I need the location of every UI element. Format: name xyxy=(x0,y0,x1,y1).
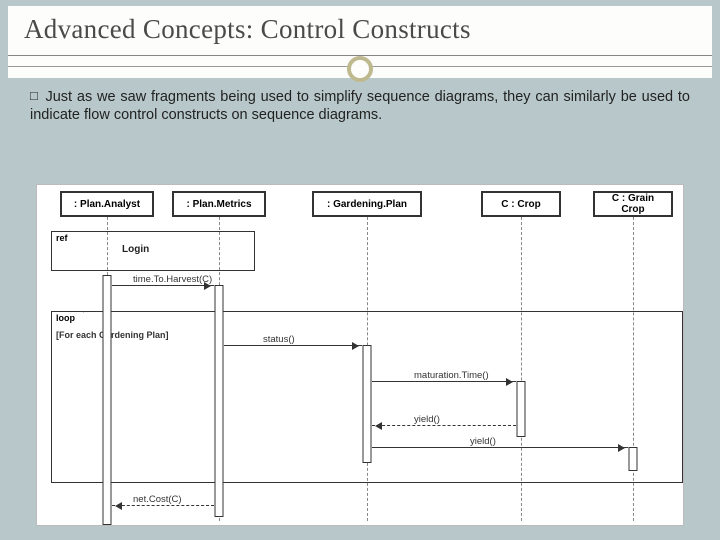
participant-p2: : Plan.Metrics xyxy=(172,191,266,217)
activation-p2 xyxy=(215,285,224,517)
fragment-label: Login xyxy=(122,244,149,255)
message: yield() xyxy=(372,447,628,448)
message-label: yield() xyxy=(414,414,440,425)
participant-p4: C : Crop xyxy=(481,191,561,217)
participant-p5: C : Grain Crop xyxy=(593,191,673,217)
fragment-tab: loop xyxy=(51,311,84,327)
participant-p1: : Plan.Analyst xyxy=(60,191,154,217)
message: status() xyxy=(224,345,362,346)
activation-p4 xyxy=(517,381,526,437)
bullet-icon: □ xyxy=(30,88,39,103)
body-text: Just as we saw fragments being used to s… xyxy=(30,89,690,123)
page-title: Advanced Concepts: Control Constructs xyxy=(8,6,712,56)
sequence-diagram: : Plan.Analyst : Plan.Metrics : Gardening.… xyxy=(36,184,684,526)
message: net.Cost(C) xyxy=(112,505,214,506)
divider-ring xyxy=(8,56,712,78)
message: time.To.Harvest(C) xyxy=(112,285,214,286)
activation-p1 xyxy=(103,275,112,525)
message-label: maturation.Time() xyxy=(414,370,489,381)
message: yield() xyxy=(372,425,516,426)
fragment-guard: [For each Gardening Plan] xyxy=(56,330,169,340)
participant-p3: : Gardening.Plan xyxy=(312,191,422,217)
activation-p3 xyxy=(363,345,372,463)
message-label: status() xyxy=(263,334,295,345)
fragment-tab: ref xyxy=(51,231,77,247)
message-label: yield() xyxy=(470,436,496,447)
slide: Advanced Concepts: Control Constructs □ … xyxy=(8,6,712,534)
message-label: time.To.Harvest(C) xyxy=(133,274,212,285)
message: maturation.Time() xyxy=(372,381,516,382)
body-paragraph: □ Just as we saw fragments being used to… xyxy=(8,78,712,132)
message-label: net.Cost(C) xyxy=(133,494,182,505)
fragment-ref: ref Login xyxy=(51,231,255,271)
activation-p5 xyxy=(629,447,638,471)
